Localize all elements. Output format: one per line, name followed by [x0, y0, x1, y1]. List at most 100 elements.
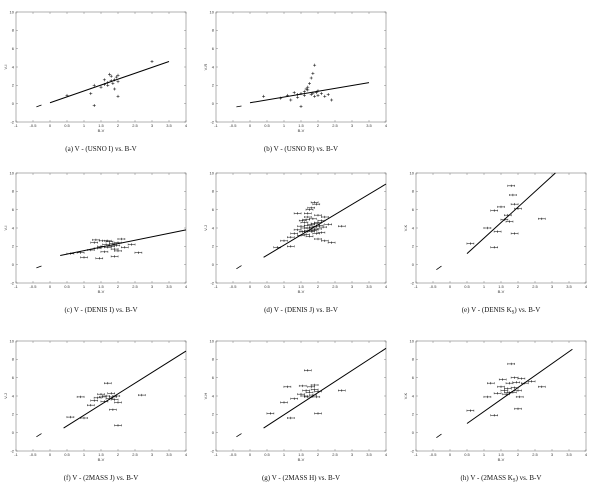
data-point: [304, 395, 312, 399]
data-point: [521, 381, 529, 385]
panel-caption: (h) V - (2MASS KS) vs. B-V: [461, 474, 542, 484]
fit-line: [63, 350, 187, 429]
data-point: [490, 209, 498, 212]
data-point: [306, 88, 310, 92]
y-tick-label: 4: [12, 64, 15, 69]
x-axis-label: B-V: [298, 289, 305, 294]
y-tick-label: -2: [410, 280, 414, 285]
x-tick-label: 3.5: [166, 123, 172, 128]
x-tick-label: 3: [551, 452, 554, 457]
data-point: [338, 224, 346, 228]
y-tick-label: -2: [210, 119, 214, 124]
data-point: [92, 238, 100, 242]
data-point: [116, 80, 120, 84]
data-point: [273, 246, 281, 249]
x-tick-label: 2.5: [332, 123, 338, 128]
data-point: [304, 369, 312, 372]
data-point: [507, 184, 515, 188]
data-point: [304, 87, 308, 91]
data-point: [299, 384, 307, 388]
y-tick-label: -2: [210, 448, 214, 453]
data-point: [321, 239, 329, 243]
x-tick-label: 1: [83, 452, 86, 457]
y-tick-label: 4: [212, 393, 215, 398]
data-point: [312, 202, 320, 206]
x-tick-label: 0.5: [464, 284, 470, 289]
x-tick-label: 4: [185, 123, 188, 128]
data-point: [302, 90, 306, 94]
data-point: [100, 250, 109, 254]
data-point: [300, 221, 309, 224]
x-tick-label: 1.5: [498, 452, 504, 457]
x-tick-label: 0.5: [264, 284, 270, 289]
x-tick-label: 2.5: [532, 284, 538, 289]
x-tick-label: 3: [151, 284, 154, 289]
x-tick-label: 2: [317, 123, 320, 128]
x-tick-label: 1: [483, 452, 486, 457]
dash-segment: [236, 105, 242, 108]
data-point: [493, 392, 502, 395]
data-point: [66, 415, 75, 419]
y-tick-label: 6: [12, 375, 15, 380]
y-tick-label: 6: [412, 375, 415, 380]
data-point: [280, 401, 288, 404]
y-tick-label: -2: [410, 448, 414, 453]
x-tick-label: 2.5: [332, 284, 338, 289]
y-tick-label: 10: [10, 170, 15, 175]
x-tick-label: 3.5: [366, 452, 372, 457]
chart-panel-7: -1 -0.5 0 0.5 1 1.5 2 2.5 3 3.5 4 -2 0 2 4 6 8 10 B-V V-H (g…: [203, 338, 388, 482]
data-point: [505, 381, 514, 385]
y-tick-label: 6: [412, 207, 415, 212]
y-tick-label: 0: [412, 430, 415, 435]
x-tick-label: 2: [317, 452, 320, 457]
x-tick-label: 2: [117, 284, 120, 289]
x-tick-label: 1.5: [498, 284, 504, 289]
y-tick-label: -2: [10, 119, 14, 124]
x-tick-label: 1: [483, 284, 486, 289]
data-point: [80, 256, 88, 259]
data-point: [109, 74, 113, 78]
x-tick-label: 0: [49, 452, 52, 457]
chart-panel-4: -1 -0.5 0 0.5 1 1.5 2 2.5 3 3.5 4 -2 0 2 4 6 8 10 B-V V-J (d…: [203, 170, 388, 314]
fit-line: [466, 172, 556, 255]
data-point: [305, 208, 314, 211]
data-point: [510, 376, 519, 379]
data-point: [312, 395, 320, 399]
data-point: [290, 232, 298, 235]
panel-caption: (e) V - (DENIS KS) vs. B-V: [462, 306, 541, 316]
x-tick-label: 1.5: [98, 452, 104, 457]
x-tick-label: 0: [449, 284, 452, 289]
data-point: [134, 251, 143, 254]
data-point: [304, 212, 312, 215]
data-point: [95, 257, 104, 260]
y-tick-label: 10: [10, 9, 15, 14]
data-point: [310, 383, 319, 387]
data-point: [305, 235, 314, 238]
y-tick-label: 4: [412, 393, 415, 398]
x-tick-label: 3.5: [166, 452, 172, 457]
data-point: [106, 83, 110, 87]
data-point: [127, 243, 136, 246]
data-point: [314, 227, 322, 231]
y-tick-label: 4: [12, 225, 15, 230]
data-point: [314, 390, 322, 393]
x-tick-label: 2.5: [332, 452, 338, 457]
data-point: [262, 94, 266, 98]
data-point: [321, 215, 329, 219]
x-tick-label: 3: [351, 452, 354, 457]
y-tick-label: 0: [212, 262, 215, 267]
y-tick-label: 6: [12, 207, 15, 212]
data-point: [290, 397, 298, 400]
dash-segment: [36, 433, 42, 438]
x-tick-label: 3.5: [566, 452, 572, 457]
data-point: [514, 407, 522, 411]
x-tick-label: 2: [117, 452, 120, 457]
y-tick-label: 8: [12, 357, 15, 362]
data-point: [97, 392, 105, 396]
x-tick-label: 1.5: [98, 123, 104, 128]
x-axis-label: B-V: [498, 457, 505, 462]
x-tick-label: 0.5: [464, 452, 470, 457]
caption-part: ) vs. B-V: [516, 474, 542, 482]
chart-panel-6: -1 -0.5 0 0.5 1 1.5 2 2.5 3 3.5 4 -2 0 2 4 6 8 10 B-V V-J (f…: [3, 338, 188, 482]
x-axis-label: B-V: [98, 289, 105, 294]
